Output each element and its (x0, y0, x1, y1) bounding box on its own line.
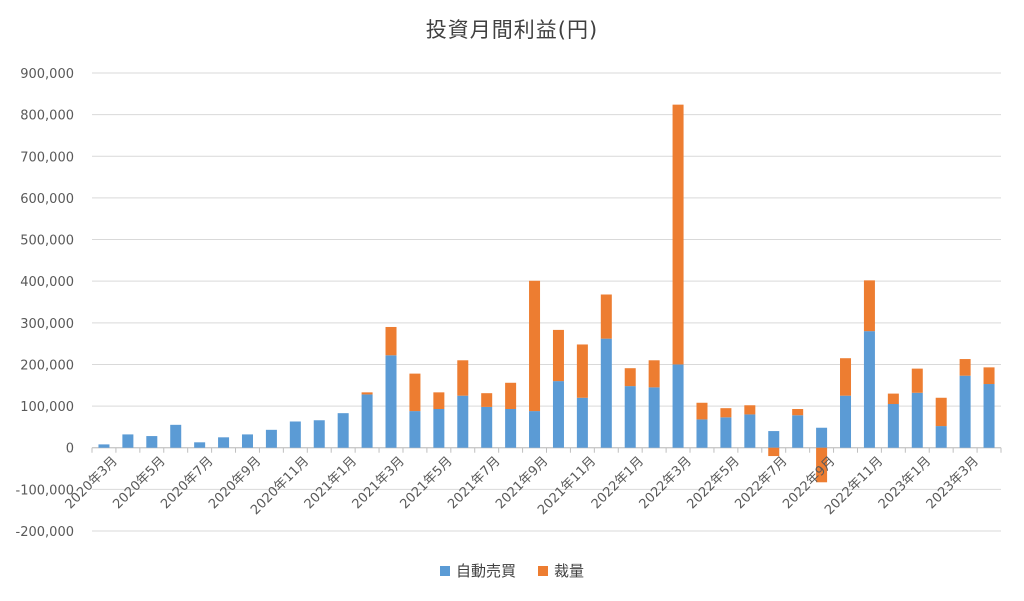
bar-discretionary (505, 382, 517, 410)
bar-auto (98, 444, 110, 448)
bar-discretionary (720, 408, 732, 418)
bar-discretionary (792, 409, 804, 416)
bar-auto (313, 420, 325, 448)
bar-discretionary (648, 360, 660, 388)
bar-discretionary (887, 393, 899, 405)
bar-auto (792, 415, 804, 448)
bar-discretionary (409, 373, 421, 412)
y-tick-label: 700,000 (20, 150, 74, 165)
bar-discretionary (624, 368, 636, 387)
y-tick-label: -100,000 (16, 483, 74, 498)
bar-auto (576, 397, 588, 448)
bar-auto (481, 406, 493, 448)
bar-discretionary (576, 344, 588, 398)
y-tick-label: 0 (66, 442, 74, 457)
bar-discretionary (361, 392, 373, 395)
x-tick-label: 2023年3月 (924, 454, 982, 512)
bar-auto (959, 375, 971, 448)
y-tick-label: 100,000 (20, 400, 74, 415)
bar-auto (122, 434, 134, 448)
bar-discretionary (744, 405, 756, 415)
bar-auto (935, 426, 947, 448)
bar-auto (840, 395, 852, 448)
bar-discretionary (911, 368, 923, 393)
bar-discretionary (959, 359, 971, 376)
bar-auto (433, 409, 445, 448)
bar-auto (672, 364, 684, 448)
bar-auto (529, 411, 541, 448)
y-tick-label: 500,000 (20, 234, 74, 249)
y-tick-label: 200,000 (20, 358, 74, 373)
legend-swatch-auto (439, 565, 450, 576)
bar-auto (505, 409, 517, 448)
bar-auto (337, 413, 349, 448)
bar-auto (648, 387, 660, 448)
y-tick-label: 600,000 (20, 192, 74, 207)
bar-auto (816, 427, 828, 448)
bar-discretionary (816, 447, 828, 483)
y-tick-label: -200,000 (16, 525, 74, 540)
bar-auto (863, 331, 875, 448)
bar-discretionary (768, 447, 780, 457)
legend: 自動売買 裁量 (0, 560, 1024, 581)
bar-discretionary (863, 280, 875, 332)
chart-title: 投資月間利益(円) (425, 18, 599, 42)
bar-auto (744, 414, 756, 448)
bar-auto (911, 392, 923, 448)
bar-discretionary (672, 104, 684, 365)
bar-auto (600, 338, 612, 448)
bar-auto (768, 431, 780, 448)
bar-discretionary (433, 392, 445, 410)
legend-item-discretionary[interactable]: 裁量 (538, 560, 584, 581)
bar-auto (457, 395, 469, 448)
y-tick-label: 900,000 (20, 67, 74, 82)
bar-auto (146, 436, 158, 448)
bar-auto (265, 429, 277, 448)
bar-auto (170, 424, 182, 448)
y-tick-label: 800,000 (20, 109, 74, 124)
bar-auto (409, 411, 421, 448)
bar-auto (194, 442, 206, 448)
bar-discretionary (600, 294, 612, 339)
legend-item-auto[interactable]: 自動売買 (439, 560, 516, 581)
bar-auto (241, 434, 253, 448)
legend-swatch-discretionary (538, 565, 548, 576)
bar-auto (624, 386, 636, 448)
bar-discretionary (529, 280, 541, 412)
y-tick-label: 300,000 (20, 317, 74, 332)
bar-discretionary (385, 326, 397, 356)
legend-label-discretionary: 裁量 (554, 562, 585, 580)
bar-discretionary (983, 367, 995, 385)
bar-discretionary (552, 329, 564, 382)
bar-discretionary (840, 358, 852, 396)
bar-auto (720, 417, 732, 448)
bar-auto (887, 404, 899, 448)
bar-auto (983, 384, 995, 448)
bar-discretionary (457, 360, 469, 396)
bar-auto (289, 421, 301, 448)
bar-auto (361, 394, 373, 448)
bar-discretionary (481, 393, 493, 407)
bar-auto (552, 381, 564, 448)
legend-label-auto: 自動売買 (455, 562, 516, 580)
bar-auto (696, 419, 708, 448)
y-tick-label: 400,000 (20, 275, 74, 290)
bar-auto (218, 437, 230, 448)
bar-discretionary (935, 397, 947, 427)
bar-auto (385, 355, 397, 448)
bar-discretionary (696, 402, 708, 420)
